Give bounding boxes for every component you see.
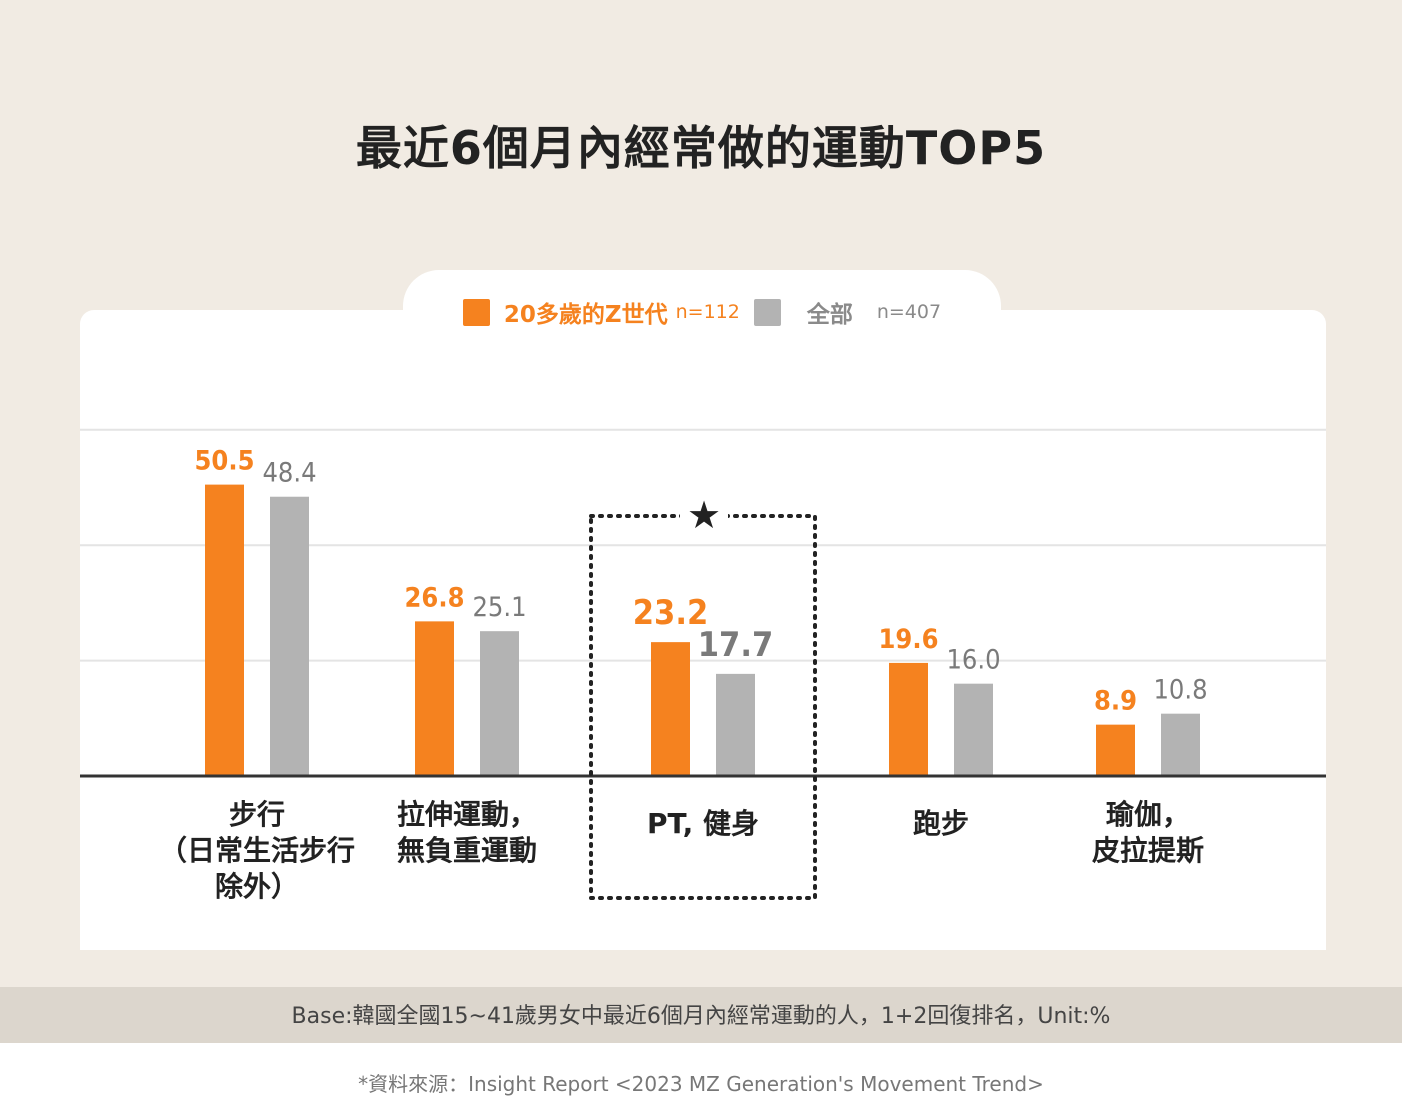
category-label-4: 跑步 — [913, 807, 969, 840]
data-label-gen-z-5: 8.9 — [1094, 686, 1137, 717]
legend-n-gen-z: n=112 — [675, 301, 740, 323]
legend-swatch-all — [753, 298, 781, 326]
data-label-gen-z-2: 26.8 — [405, 582, 465, 613]
data-label-all-5: 10.8 — [1153, 675, 1207, 706]
star-backdrop — [680, 500, 728, 532]
data-label-all-4: 16.0 — [946, 645, 1000, 676]
category-label-3: PT, 健身 — [647, 807, 759, 840]
chart-title: 最近6個月內經常做的運動TOP5 — [355, 121, 1047, 175]
bar-all-5 — [1161, 713, 1200, 776]
bar-all-2 — [480, 631, 519, 776]
legend-label-all: 全部 — [806, 302, 853, 328]
legend: 20多歲的Z世代 n=112 全部 n=407 — [403, 290, 1001, 334]
data-label-gen-z-1: 50.5 — [195, 446, 255, 477]
legend-tab — [403, 270, 1001, 340]
bar-gen-z-4 — [889, 662, 928, 776]
legend-n-all: n=407 — [876, 301, 942, 323]
highlight-box — [589, 514, 817, 900]
legend-swatch-gen-z — [462, 298, 490, 326]
category-label-1: 步行（日常生活步行除外） — [159, 798, 355, 903]
bar-gen-z-2 — [415, 621, 454, 776]
bar-chart: 50.5 48.4 步行（日常生活步行除外） 26.8 25.1 拉伸運動，無負重運動 23… — [80, 428, 1326, 903]
bar-all-1 — [270, 496, 309, 776]
source-note: *資料來源：Insight Report <2023 MZ Generation… — [358, 1072, 1044, 1096]
legend-label-gen-z: 20多歲的Z世代 — [503, 302, 668, 328]
bar-gen-z-5 — [1096, 724, 1135, 776]
data-label-all-2: 25.1 — [472, 592, 526, 623]
star-icon: ★ — [687, 493, 721, 537]
category-label-2: 拉伸運動，無負重運動 — [397, 798, 537, 867]
bar-gen-z-1 — [205, 484, 244, 776]
data-label-all-3: 17.7 — [698, 625, 773, 665]
base-note: Base:韓國全國15~41歲男女中最近6個月內經常運動的人，1+2回復排名，U… — [0, 987, 1402, 1043]
bar-gen-z-3 — [651, 642, 690, 776]
category-label-5: 瑜伽，皮拉提斯 — [1092, 798, 1204, 867]
bar-all-4 — [954, 683, 993, 776]
bar-all-3 — [716, 673, 755, 776]
data-label-all-1: 48.4 — [262, 458, 316, 489]
data-label-gen-z-3: 23.2 — [633, 593, 708, 633]
data-label-gen-z-4: 19.6 — [879, 624, 939, 655]
